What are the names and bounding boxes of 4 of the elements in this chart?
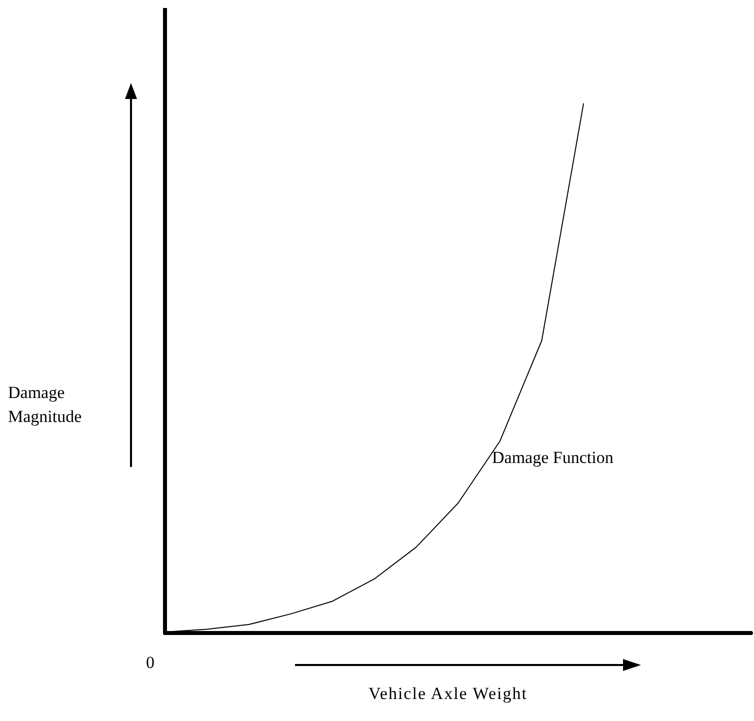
y-axis-title: Damage Magnitude xyxy=(8,382,83,428)
annotation: Damage Function xyxy=(492,448,614,468)
text: 0 xyxy=(146,653,154,673)
x-axis-title: Vehicle Axle Weight xyxy=(368,684,528,704)
